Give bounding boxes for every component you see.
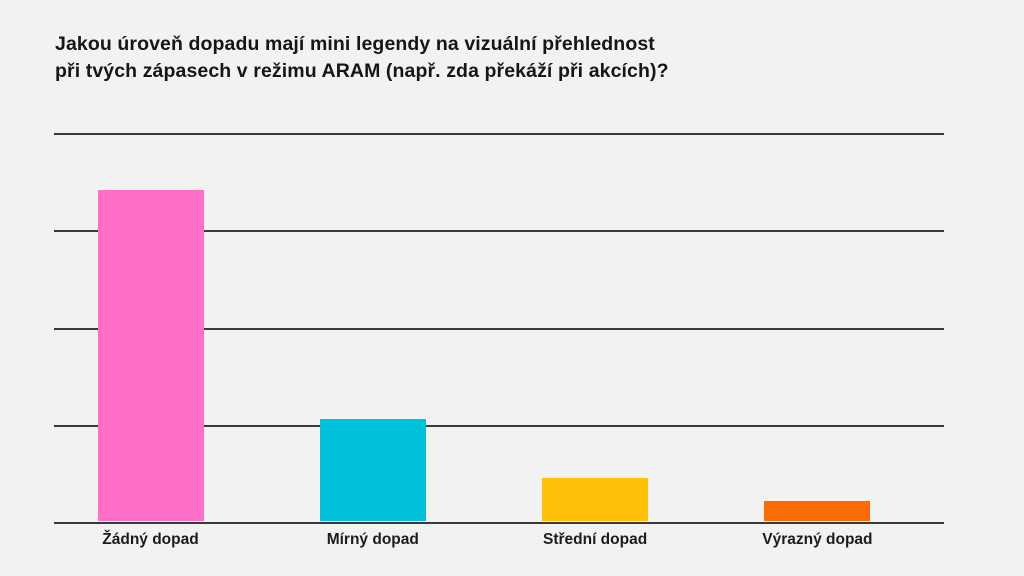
bar-4 bbox=[764, 500, 871, 521]
x-axis-label: Mírný dopad bbox=[326, 531, 419, 548]
bar-1 bbox=[97, 190, 204, 521]
y-gridline bbox=[54, 230, 944, 233]
x-axis-baseline bbox=[54, 522, 944, 524]
x-axis-label: Střední dopad bbox=[542, 531, 648, 548]
x-axis-label: Výrazný dopad bbox=[762, 531, 873, 548]
chart-title: Jakou úroveň dopadu mají mini legendy na… bbox=[55, 33, 669, 82]
x-axis-labels: Žádný dopad Mírný dopad Střední dopad Výraz… bbox=[54, 531, 944, 555]
y-gridline bbox=[54, 424, 944, 427]
y-gridline bbox=[54, 327, 944, 330]
bar-3 bbox=[542, 478, 649, 521]
bar-2 bbox=[319, 418, 426, 521]
plot-area bbox=[54, 133, 944, 524]
x-axis-label: Žádný dopad bbox=[102, 531, 199, 548]
y-gridline bbox=[54, 133, 944, 135]
